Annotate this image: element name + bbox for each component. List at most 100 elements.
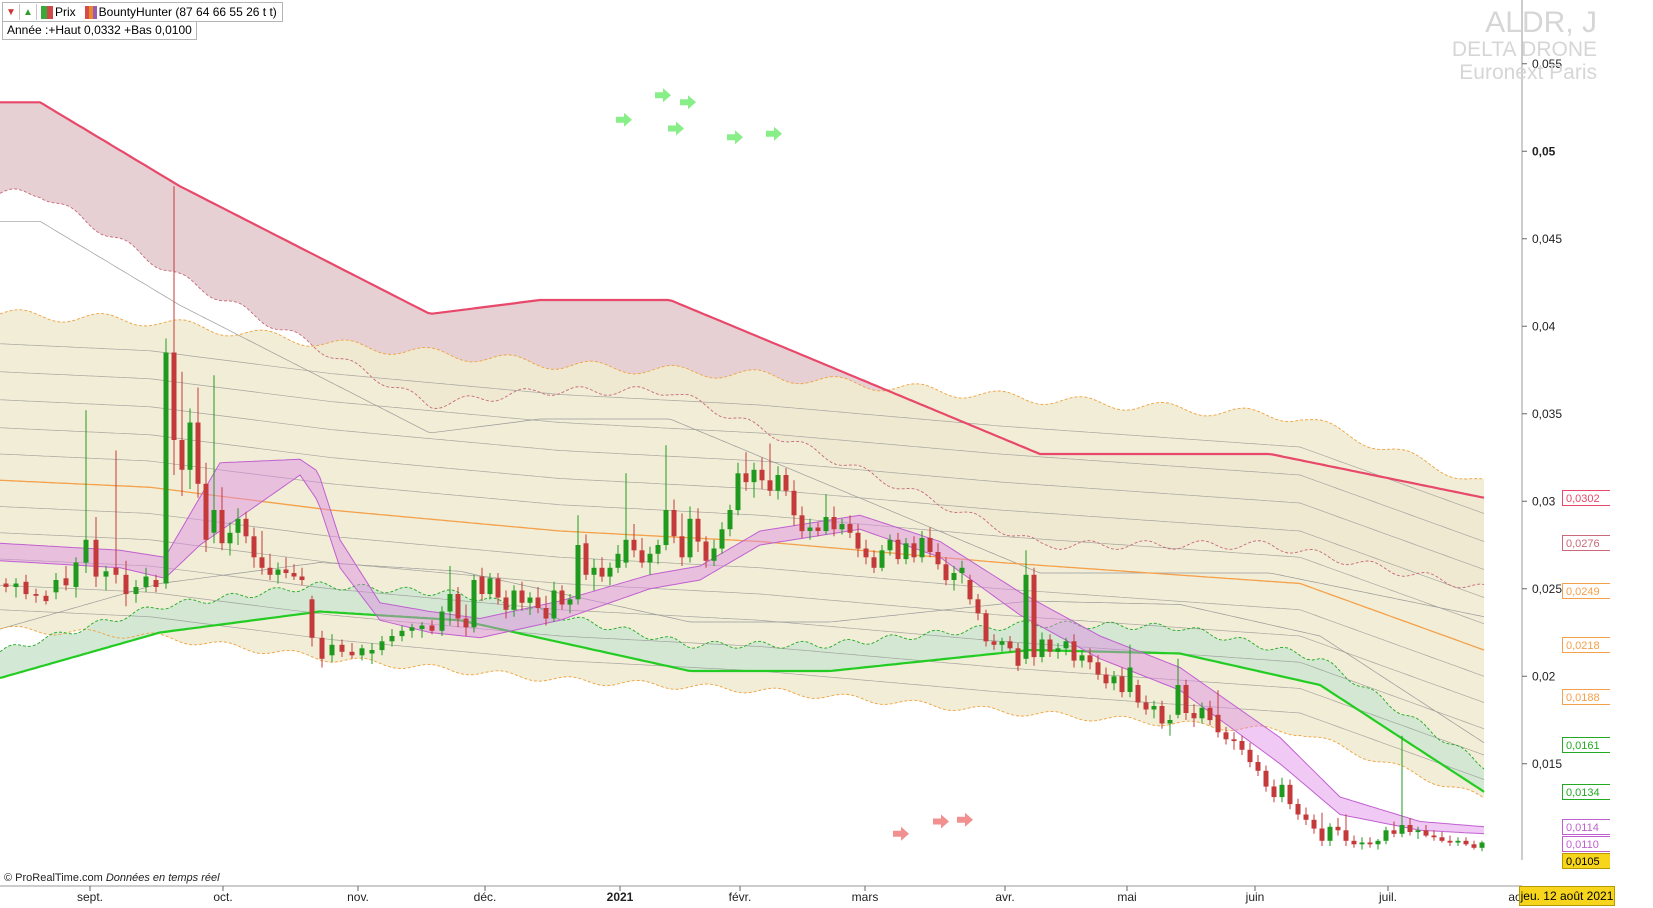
candle [671, 499, 677, 544]
candle [3, 578, 9, 593]
candle [695, 508, 701, 552]
candle-body [1279, 784, 1285, 798]
x-tick-label: oct. [213, 890, 232, 904]
candle-body [575, 545, 581, 600]
candle-body [1207, 707, 1213, 721]
candle [831, 506, 837, 537]
cloud-area [0, 459, 1484, 834]
candle [927, 527, 933, 558]
candles [3, 186, 1485, 852]
candle [759, 457, 765, 489]
candle-body [591, 567, 597, 575]
x-tick-label: sept. [77, 890, 103, 904]
realtime-text: Données en temps réel [105, 872, 220, 884]
candle-body [1199, 707, 1205, 719]
candle-body [863, 548, 869, 558]
candle-body [655, 545, 661, 554]
candle-body [339, 644, 345, 652]
arrow-up-icon[interactable]: ▲ [20, 4, 37, 20]
candle-body [1055, 648, 1061, 652]
channel-line [0, 371, 1485, 542]
candle-body [103, 571, 109, 577]
candle-body [1103, 674, 1109, 684]
candle-body [471, 580, 477, 628]
candle [495, 573, 501, 605]
candle-body [299, 576, 305, 580]
candle [203, 462, 209, 552]
cloud [0, 458, 1485, 835]
upper-dashed-line [0, 188, 1485, 589]
candle [283, 557, 289, 579]
candle [991, 634, 997, 650]
candle-body [309, 599, 315, 638]
candle-body [23, 581, 29, 595]
candle-body [1391, 830, 1397, 834]
candle [211, 375, 217, 544]
candle-body [235, 518, 241, 533]
arrow-down-icon[interactable]: ▼ [3, 4, 20, 20]
candle-body [559, 590, 565, 605]
candle-body [879, 550, 885, 568]
x-tick-label: nov. [347, 890, 369, 904]
candle-body [1271, 786, 1277, 797]
candle [1255, 755, 1261, 776]
candle-body [1215, 714, 1221, 733]
band-lines [0, 101, 1485, 799]
exchange-watermark: Euronext Paris [1459, 61, 1597, 84]
indicator-label[interactable]: BountyHunter (87 64 66 55 26 t t) [98, 5, 277, 19]
candle [379, 636, 385, 656]
candle-body [83, 539, 89, 563]
candle [227, 522, 233, 556]
candle [1063, 637, 1069, 656]
candle-body [495, 578, 501, 598]
candle [1239, 735, 1245, 755]
candle [163, 338, 169, 589]
candle [429, 620, 435, 635]
candle [409, 623, 415, 638]
signal-arrows [616, 88, 973, 841]
x-tick-label: juin [1245, 890, 1265, 904]
candle [1423, 825, 1429, 838]
candle [1383, 826, 1389, 845]
candle-body [429, 625, 435, 631]
candle-body [1415, 830, 1421, 833]
candle [1231, 732, 1237, 750]
yearly-range: Année :+Haut 0,0332 +Bas 0,0100 [2, 21, 197, 40]
candle-body [1311, 819, 1317, 829]
candle [1359, 837, 1365, 850]
price-series-label[interactable]: Prix [55, 5, 76, 19]
candle-body [479, 576, 485, 594]
sell-arrow-icon [933, 814, 949, 829]
candle [823, 494, 829, 535]
candle-body [73, 562, 79, 587]
candle-body [759, 469, 765, 481]
candle [559, 585, 565, 610]
candle-body [663, 510, 669, 545]
candle [527, 592, 533, 615]
candle-body [927, 538, 933, 552]
candle [727, 504, 733, 537]
candle-body [847, 524, 853, 533]
candle [299, 567, 305, 586]
candle-body [211, 510, 217, 533]
candle [607, 562, 613, 586]
candle [369, 643, 375, 664]
candle-body [639, 550, 645, 563]
candle-body [551, 590, 557, 619]
candle-body [1007, 641, 1013, 649]
y-tick-label: 0,02 [1532, 669, 1556, 683]
channel-line [0, 427, 1485, 598]
candle-body [1143, 702, 1149, 710]
price-tag: 0,0105 [1562, 853, 1610, 869]
candle [935, 543, 941, 570]
candle [1199, 702, 1205, 724]
candle-body [943, 564, 949, 581]
candle-body [195, 422, 201, 484]
candle [647, 546, 653, 575]
price-tag: 0,0302 [1562, 490, 1610, 506]
candle [799, 506, 805, 538]
candle-body [1159, 706, 1165, 724]
candle [1183, 679, 1189, 720]
candle-body [93, 539, 99, 577]
